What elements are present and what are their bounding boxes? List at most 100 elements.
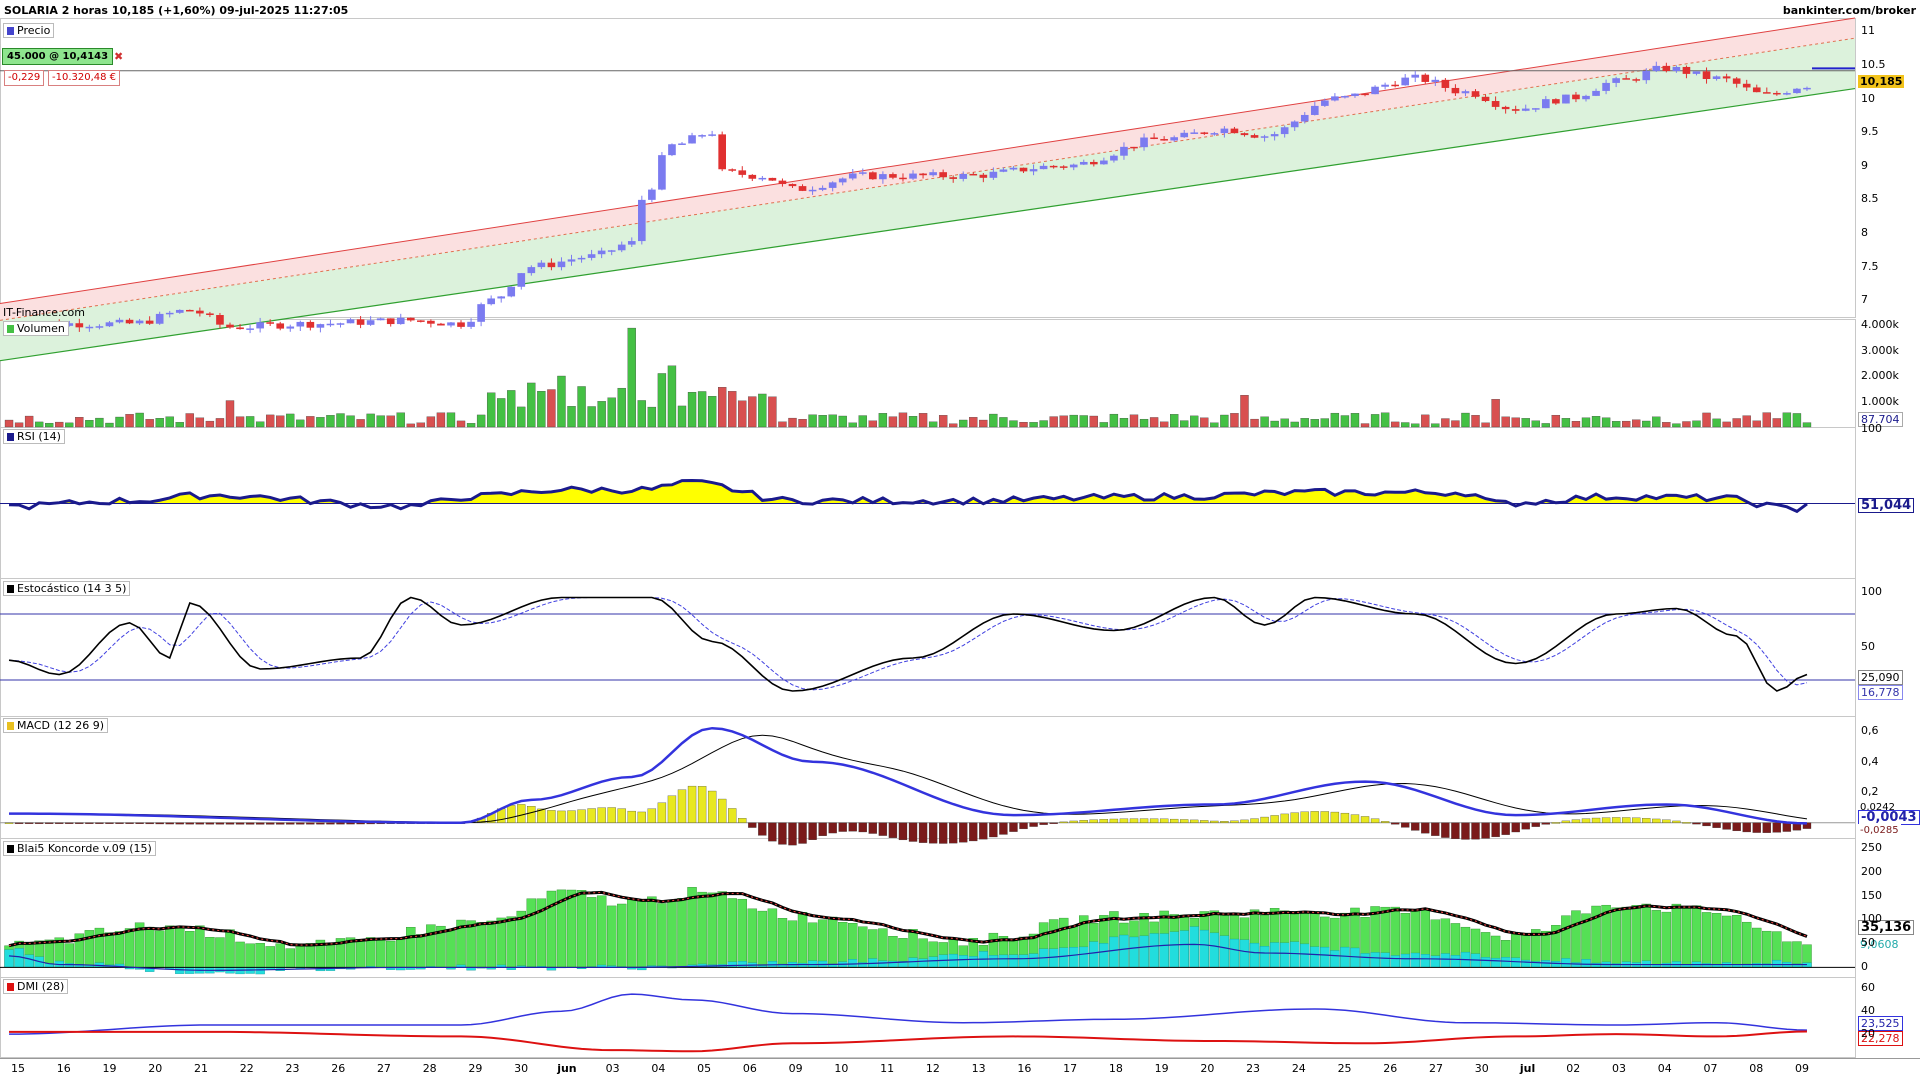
rsi-line <box>8 479 1808 514</box>
koncorde-green-bar <box>426 924 436 968</box>
koncorde-green-bar <box>285 948 295 968</box>
macd-histogram-bar <box>1200 820 1209 823</box>
x-tick-label: 08 <box>1749 1062 1764 1075</box>
macd-histogram-bar <box>707 790 717 823</box>
koncorde-green-bar <box>727 898 737 968</box>
panel-title-rsi[interactable]: RSI (14) <box>3 429 65 444</box>
macd-histogram-bar <box>175 822 184 825</box>
candle-body <box>1341 96 1349 98</box>
x-tick-label: 16 <box>56 1062 71 1075</box>
candle-body <box>1421 74 1430 82</box>
candle-body <box>1481 96 1490 102</box>
koncorde-green-bar <box>747 908 758 968</box>
volume-bar <box>75 417 84 428</box>
koncorde-cyan-bar <box>988 955 999 968</box>
koncorde-green-bar <box>1611 907 1621 968</box>
volume-bar <box>346 415 355 428</box>
position-order[interactable]: 45.000 @ 10,4143 <box>2 48 114 65</box>
volume-bar <box>1190 415 1199 428</box>
candle-body <box>1572 94 1580 100</box>
candle-body <box>547 262 556 268</box>
candle-body <box>989 171 998 178</box>
candle-body <box>889 174 897 178</box>
x-tick-label: jul <box>1519 1062 1536 1075</box>
candle-body <box>296 321 305 327</box>
volume-bar <box>1511 417 1520 428</box>
volume-bar <box>1441 418 1450 428</box>
candle-body <box>1200 132 1209 134</box>
candle-body <box>738 170 747 175</box>
dmi-tick-label: 60 <box>1861 981 1875 995</box>
close-position-icon[interactable]: ✖ <box>114 50 124 63</box>
candle-body <box>145 320 154 324</box>
candle-body <box>1180 132 1189 138</box>
candle-body <box>728 169 737 171</box>
candle-body <box>497 296 506 299</box>
volume-bar <box>1320 418 1330 428</box>
volume-bar <box>1501 416 1510 428</box>
candle-body <box>1090 161 1098 165</box>
panel-frame-stoch <box>0 578 1856 717</box>
volume-bar <box>1672 423 1681 428</box>
broker-site[interactable]: bankinter.com/broker <box>1782 4 1916 17</box>
volume-bar <box>697 391 707 428</box>
panel-title-price[interactable]: Precio <box>3 23 55 38</box>
candle-body <box>1562 94 1570 104</box>
macd-histogram-bar <box>1752 822 1761 833</box>
candle-body <box>165 312 174 315</box>
macd-histogram-bar <box>999 822 1008 835</box>
macd-histogram-bar <box>537 808 546 823</box>
volume-bar <box>1139 418 1149 428</box>
koncorde-cyan-bar <box>1048 948 1059 968</box>
koncorde-green-bar <box>275 943 285 968</box>
macd-histogram-bar <box>1240 819 1249 823</box>
panel-title-dmi[interactable]: DMI (28) <box>3 979 69 994</box>
macd-histogram-bar <box>1561 820 1571 823</box>
candle-body <box>969 173 978 176</box>
x-tick-label: 19 <box>102 1062 117 1075</box>
candle-body <box>346 319 355 324</box>
panel-title-macd[interactable]: MACD (12 26 9) <box>3 718 109 733</box>
macd-histogram-bar <box>145 822 154 825</box>
macd-histogram-bar <box>1712 822 1721 828</box>
macd-histogram-bar <box>185 822 194 825</box>
volume-bar <box>185 413 194 428</box>
candle-body <box>557 261 566 268</box>
macd-last-label: -0,0043 <box>1858 810 1920 825</box>
x-tick-label: 04 <box>1657 1062 1672 1075</box>
volume-bar <box>366 413 375 428</box>
volume-bar <box>1350 413 1360 428</box>
koncorde-green-bar <box>325 943 336 968</box>
x-tick-label: 26 <box>331 1062 346 1075</box>
panel-title-koncorde[interactable]: Blai5 Koncorde v.09 (15) <box>3 841 156 856</box>
panel-title-volume[interactable]: Volumen <box>3 321 69 336</box>
volume-bar <box>788 417 797 428</box>
macd-histogram-bar <box>105 822 114 824</box>
candle-body <box>1682 66 1691 74</box>
volume-bar <box>1662 422 1671 428</box>
volume-bar <box>1370 414 1380 428</box>
koncorde-cyan-bar <box>998 954 1009 968</box>
dmi-plus-line <box>9 993 1807 1035</box>
candle-body <box>1642 70 1651 81</box>
candle-body <box>326 323 335 326</box>
koncorde-green-bar <box>777 918 788 968</box>
volume-bar <box>1029 422 1038 428</box>
candle-body <box>828 182 837 188</box>
volume-bar <box>486 392 496 428</box>
volume-bar <box>537 391 546 428</box>
volume-bar <box>1089 415 1098 428</box>
candle-body <box>457 322 465 327</box>
candle-body <box>1521 108 1530 111</box>
koncorde-green-bar <box>1752 927 1762 968</box>
koncorde-cyan-bar <box>1189 926 1199 968</box>
koncorde-cyan-bar <box>1561 958 1571 968</box>
rsi-last-label: 51,044 <box>1858 498 1915 513</box>
volume-bar <box>597 401 606 428</box>
panel-title-stoch[interactable]: Estocástico (14 3 5) <box>3 581 131 596</box>
volume-bar <box>1571 421 1581 428</box>
candle-body <box>1783 93 1791 95</box>
channel-lower-line <box>0 87 1856 362</box>
volume-bar <box>1561 418 1571 428</box>
dmi-minus-line <box>9 1030 1807 1053</box>
